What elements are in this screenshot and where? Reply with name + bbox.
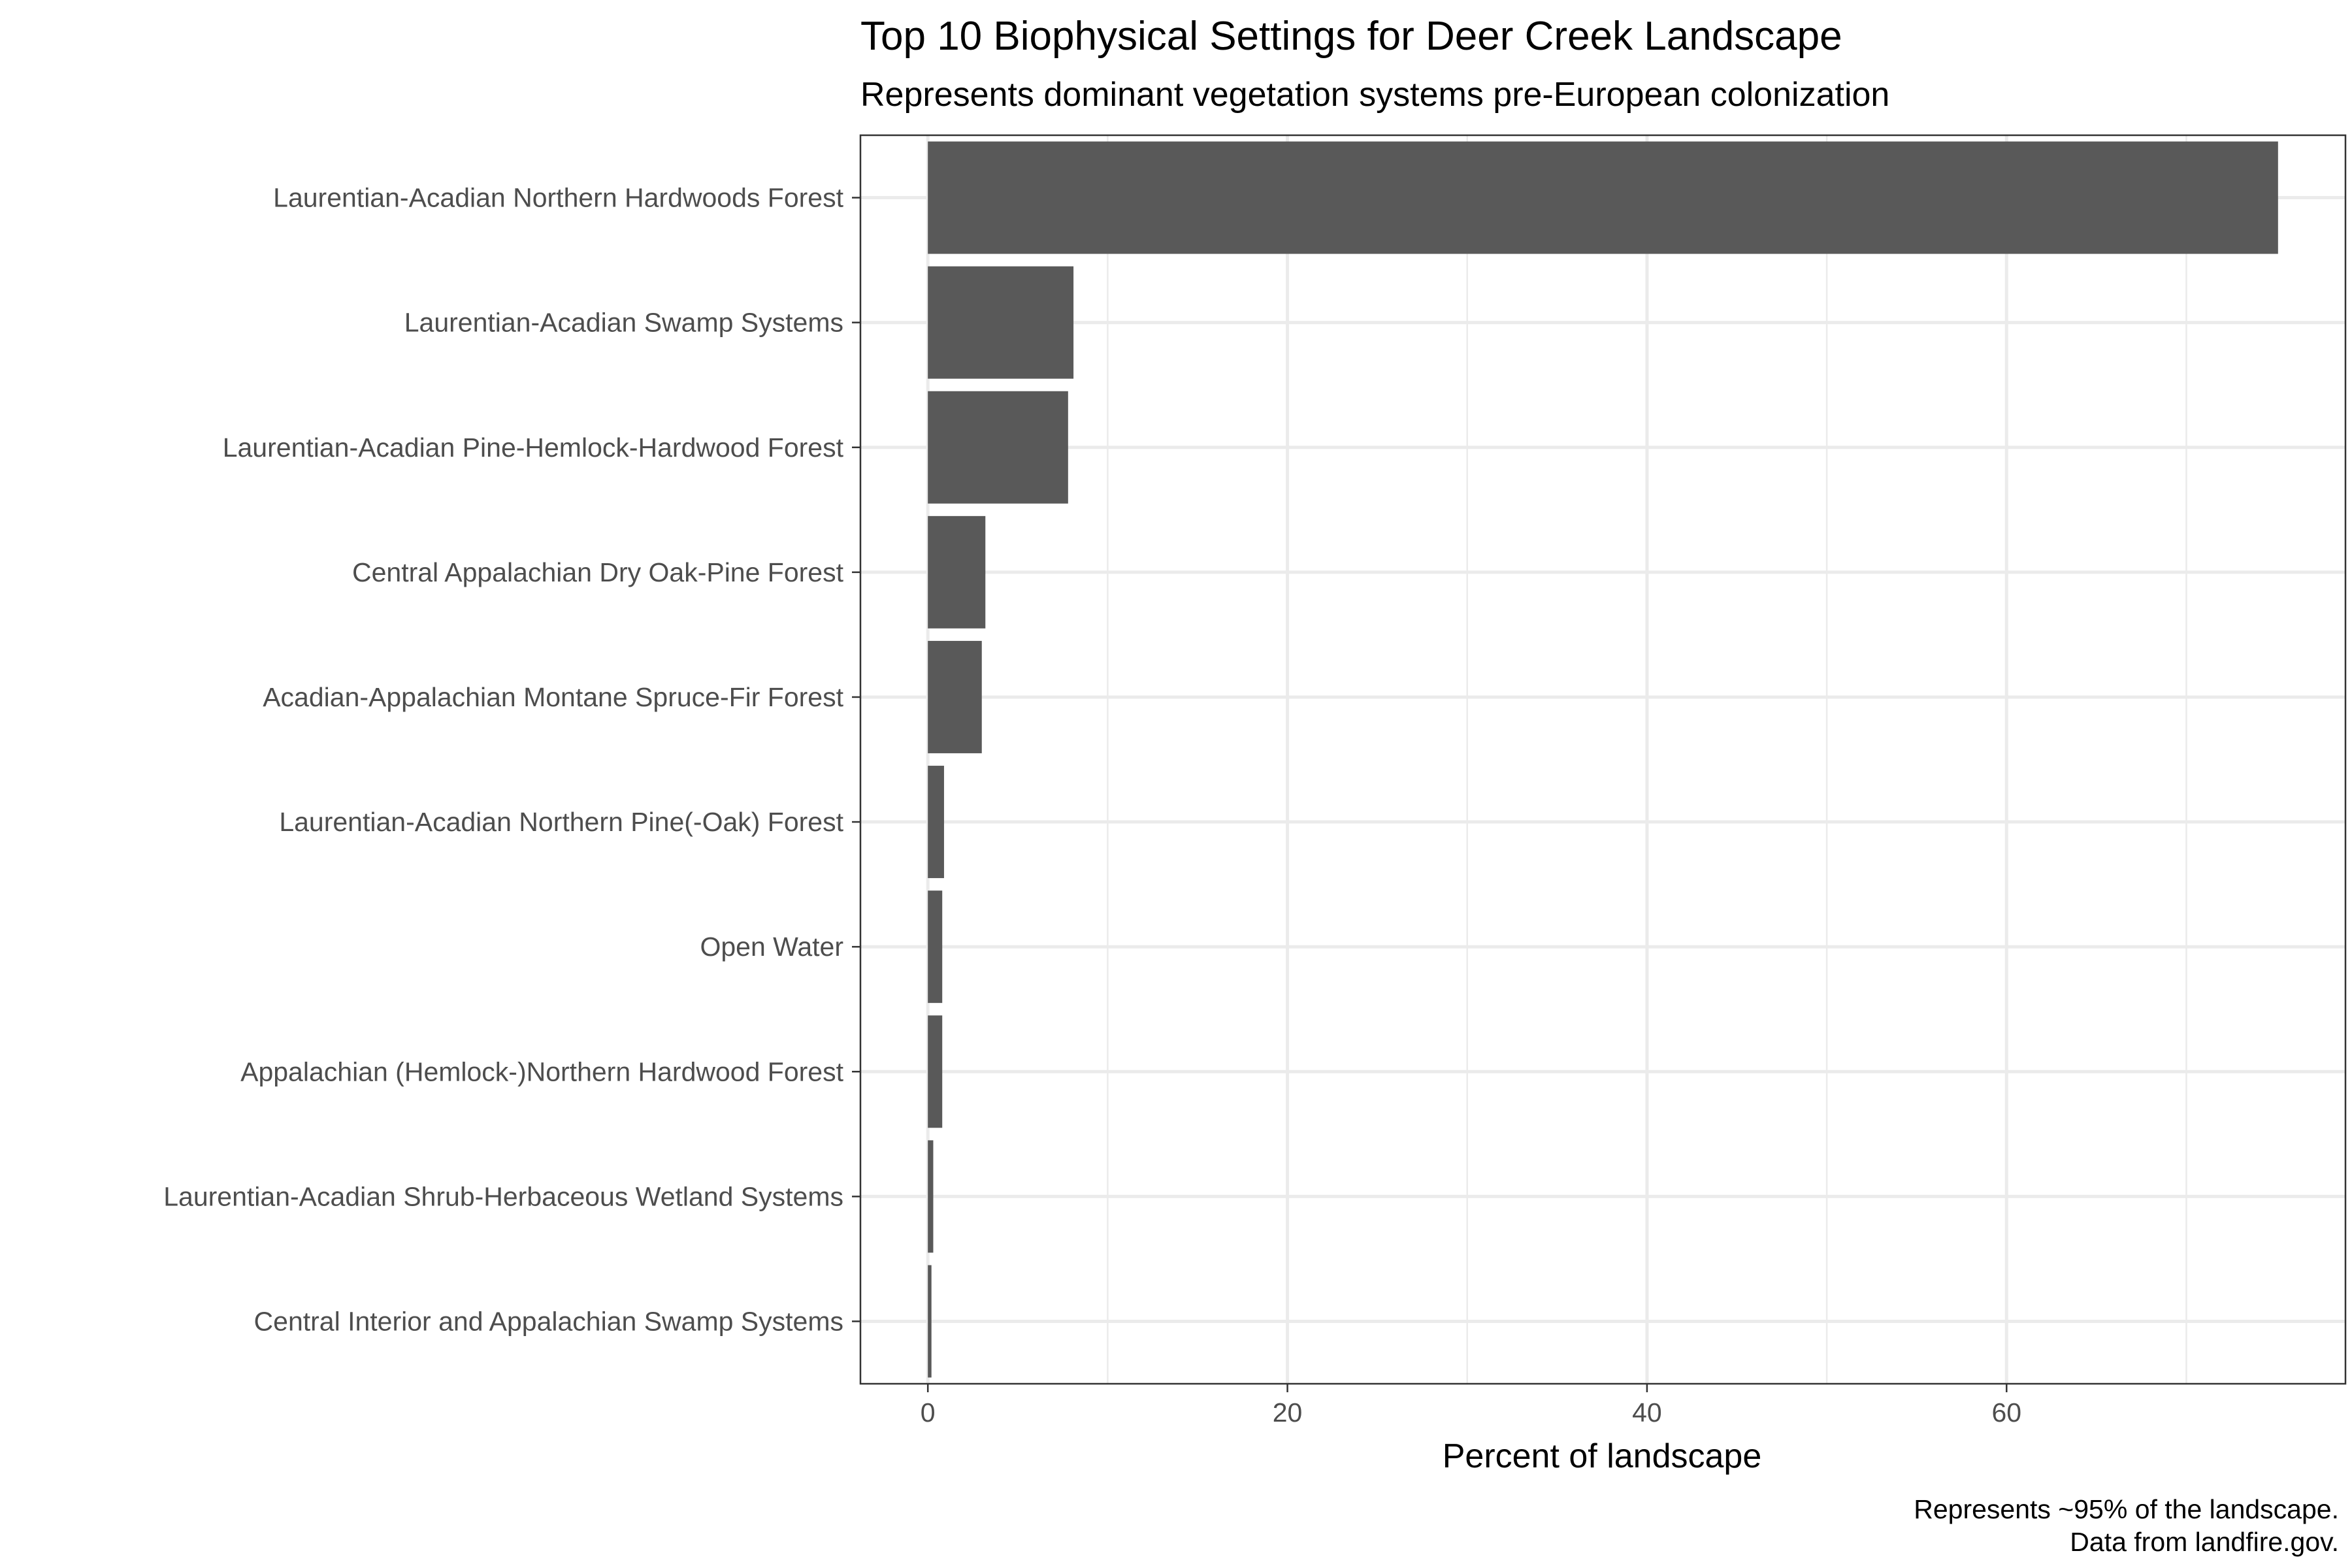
grid-lines [860,135,2345,1384]
bar [928,1140,934,1253]
y-tick-label: Central Interior and Appalachian Swamp S… [254,1306,843,1336]
x-axis-ticks: 0 20 40 60 [921,1384,2021,1428]
y-tick-label: Laurentian-Acadian Northern Pine(-Oak) F… [279,807,843,837]
x-axis-title: Percent of landscape [1443,1437,1762,1475]
y-tick-label: Open Water [700,932,843,962]
bar [928,141,2278,254]
y-tick-label: Acadian-Appalachian Montane Spruce-Fir F… [263,682,843,712]
caption-line-2: Data from landfire.gov. [2070,1527,2339,1557]
y-tick-label: Laurentian-Acadian Pine-Hemlock-Hardwood… [223,433,844,463]
x-tick-label: 0 [921,1397,936,1428]
y-tick-label: Laurentian-Acadian Shrub-Herbaceous Wetl… [163,1181,843,1211]
bar [928,391,1068,504]
y-tick-label: Laurentian-Acadian Swamp Systems [404,308,843,338]
y-tick-label: Appalachian (Hemlock-)Northern Hardwood … [240,1056,843,1086]
bar [928,640,982,753]
bars [928,141,2278,1378]
bar [928,1265,932,1378]
bar [928,1015,943,1128]
y-tick-label: Laurentian-Acadian Northern Hardwoods Fo… [273,183,843,213]
y-axis-labels: Laurentian-Acadian Northern Hardwoods Fo… [163,183,860,1336]
chart-subtitle: Represents dominant vegetation systems p… [860,76,1889,114]
x-tick-label: 60 [1991,1397,2021,1428]
bar [928,766,944,879]
y-tick-label: Central Appalachian Dry Oak-Pine Forest [352,557,844,587]
bar [928,890,943,1004]
caption-line-1: Represents ~95% of the landscape. [1914,1494,2339,1524]
chart-title: Top 10 Biophysical Settings for Deer Cre… [860,14,1842,59]
x-tick-label: 20 [1273,1397,1303,1428]
bar [928,515,986,629]
bar [928,266,1074,379]
panel-border [859,134,2347,1385]
x-tick-label: 40 [1632,1397,1662,1428]
